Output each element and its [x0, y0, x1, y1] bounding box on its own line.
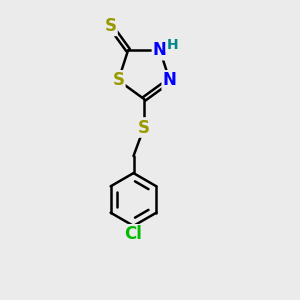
Text: H: H	[167, 38, 178, 52]
Text: S: S	[104, 17, 116, 35]
Text: Cl: Cl	[124, 225, 142, 243]
Text: S: S	[138, 118, 150, 136]
Text: S: S	[112, 71, 124, 89]
Text: N: N	[163, 71, 177, 89]
Text: N: N	[153, 41, 167, 59]
